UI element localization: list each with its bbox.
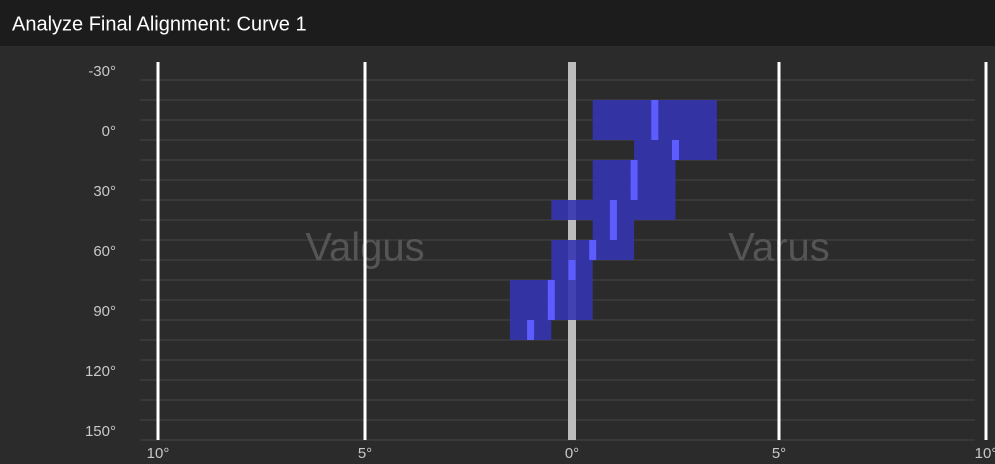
y-tick-label: 120° — [85, 363, 116, 380]
current-marker — [547, 280, 555, 300]
x-tick-label: 5° — [358, 445, 372, 462]
current-marker — [609, 220, 617, 240]
current-marker — [630, 160, 638, 180]
x-tick-label: 10° — [975, 445, 995, 462]
current-marker — [589, 240, 597, 260]
current-marker — [547, 300, 555, 320]
current-marker — [672, 140, 679, 160]
y-tick-label: 0° — [102, 123, 116, 140]
y-tick-label: 90° — [93, 303, 116, 320]
y-tick-label: 30° — [93, 183, 116, 200]
title-bar — [0, 0, 995, 46]
current-marker — [651, 100, 659, 120]
current-marker — [651, 120, 659, 140]
y-tick-label: -30° — [88, 63, 116, 80]
current-marker — [609, 200, 617, 220]
current-marker — [630, 180, 638, 200]
current-marker — [568, 260, 576, 280]
y-tick-label: 150° — [85, 423, 116, 440]
x-tick-label: 5° — [772, 445, 786, 462]
y-tick-label: 60° — [93, 243, 116, 260]
chart-title: Analyze Final Alignment: Curve 1 — [12, 13, 307, 35]
x-tick-label: 10° — [147, 445, 170, 462]
x-tick-label: 0° — [565, 445, 579, 462]
current-marker — [527, 320, 535, 340]
